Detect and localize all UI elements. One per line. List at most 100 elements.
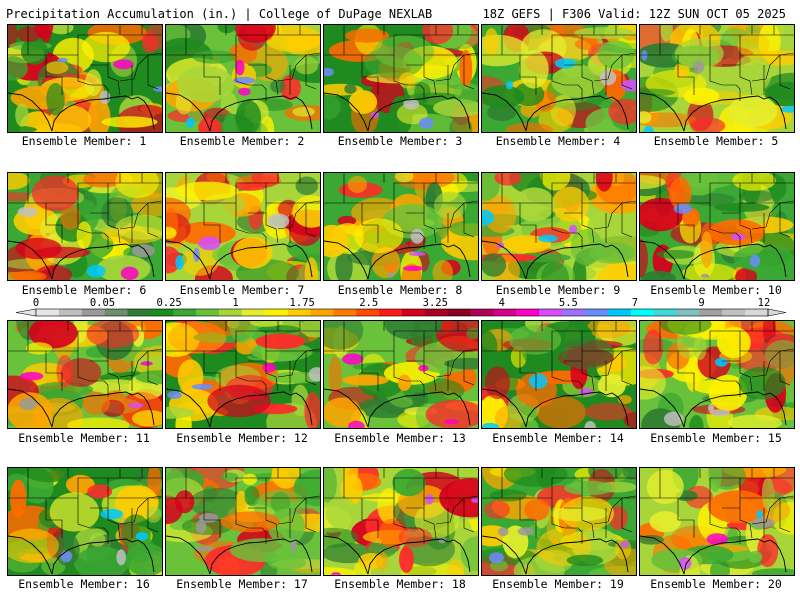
colorbar-swatch <box>607 309 632 316</box>
precip-map <box>324 468 478 575</box>
colorbar-swatch <box>493 309 517 316</box>
run-valid-time: 18Z GEFS | F306 Valid: 12Z SUN OCT 05 20… <box>482 7 786 21</box>
precip-map <box>482 25 636 132</box>
colorbar-swatch <box>402 309 426 316</box>
colorbar-swatch <box>630 309 654 316</box>
colorbar-tick-label: 1 <box>232 297 238 309</box>
colorbar-swatch <box>356 309 380 316</box>
ensemble-member-label: Ensemble Member: 6 <box>21 283 147 297</box>
colorbar-swatch <box>150 309 174 316</box>
colorbar-tick-label: 3.25 <box>423 297 448 309</box>
colorbar-tick-label: 0 <box>33 297 39 309</box>
precip-map <box>482 468 636 575</box>
colorbar-swatch <box>241 309 266 316</box>
ensemble-member-label: Ensemble Member: 12 <box>176 431 308 445</box>
colorbar-tick-label: 5.5 <box>559 297 578 309</box>
colorbar-swatch <box>539 309 563 316</box>
colorbar-swatch <box>333 309 357 316</box>
ensemble-member-label: Ensemble Member: 17 <box>176 577 308 591</box>
ensemble-map-panel <box>481 467 637 576</box>
precip-map <box>324 25 478 132</box>
colorbar-swatch <box>653 309 677 316</box>
ensemble-member-label: Ensemble Member: 20 <box>650 577 782 591</box>
precip-map <box>8 321 162 428</box>
colorbar-swatch <box>36 309 60 316</box>
colorbar-tick-label: 9 <box>698 297 704 309</box>
ensemble-member-label: Ensemble Member: 13 <box>334 431 466 445</box>
ensemble-map-panel <box>7 172 163 281</box>
colorbar-swatch <box>264 309 288 316</box>
colorbar-swatch <box>470 309 494 316</box>
precip-map <box>482 173 636 280</box>
colorbar-swatch <box>447 309 471 316</box>
precip-map <box>166 468 320 575</box>
ensemble-member-label: Ensemble Member: 7 <box>179 283 305 297</box>
ensemble-map-panel <box>639 467 795 576</box>
precip-map <box>324 173 478 280</box>
ensemble-member-label: Ensemble Member: 1 <box>21 134 147 148</box>
ensemble-member-label: Ensemble Member: 19 <box>492 577 624 591</box>
precip-map <box>166 25 320 132</box>
ensemble-map-panel <box>323 172 479 281</box>
ensemble-member-label: Ensemble Member: 2 <box>179 134 305 148</box>
colorbar-swatch <box>287 309 311 316</box>
ensemble-map-panel <box>7 467 163 576</box>
colorbar-swatch <box>585 309 609 316</box>
colorbar-swatch <box>81 309 105 316</box>
colorbar-swatch <box>676 309 700 316</box>
ensemble-member-label: Ensemble Member: 8 <box>337 283 463 297</box>
ensemble-member-label: Ensemble Member: 11 <box>18 431 150 445</box>
colorbar-swatch <box>58 309 83 316</box>
colorbar-swatch <box>219 309 243 316</box>
colorbar-svg: 0 0.05 0.25 1 1.75 2.5 3.25 4 5.5 7 9 12 <box>15 297 787 317</box>
colorbar-tick-label: 7 <box>632 297 638 309</box>
colorbar-tick-label: 0.25 <box>156 297 181 309</box>
precip-map <box>8 468 162 575</box>
colorbar-tick-label: 2.5 <box>359 297 378 309</box>
precip-map <box>640 468 794 575</box>
ensemble-map-panel <box>639 24 795 133</box>
ensemble-map-panel <box>323 467 479 576</box>
ensemble-member-label: Ensemble Member: 10 <box>650 283 782 297</box>
precip-map <box>8 25 162 132</box>
ensemble-map-panel <box>323 24 479 133</box>
ensemble-map-panel <box>481 24 637 133</box>
colorbar-tick-label: 0.05 <box>90 297 115 309</box>
precip-map <box>640 173 794 280</box>
colorbar-swatch <box>722 309 746 316</box>
colorbar-swatch <box>310 309 334 316</box>
precip-map <box>166 173 320 280</box>
ensemble-member-label: Ensemble Member: 16 <box>18 577 150 591</box>
colorbar-legend: 0 0.05 0.25 1 1.75 2.5 3.25 4 5.5 7 9 12 <box>0 296 800 320</box>
ensemble-member-label: Ensemble Member: 9 <box>495 283 621 297</box>
ensemble-member-label: Ensemble Member: 3 <box>337 134 463 148</box>
colorbar-max-arrow <box>767 308 787 317</box>
colorbar-min-arrow <box>15 308 37 317</box>
ensemble-map-panel <box>639 172 795 281</box>
ensemble-map-panel <box>481 172 637 281</box>
ensemble-map-panel <box>7 24 163 133</box>
colorbar-swatch <box>173 309 197 316</box>
precip-map <box>324 321 478 428</box>
ensemble-member-label: Ensemble Member: 4 <box>495 134 621 148</box>
chart-title: Precipitation Accumulation (in.) | Colle… <box>6 7 433 21</box>
precip-map <box>482 321 636 428</box>
colorbar-swatch <box>196 309 220 316</box>
ensemble-map-panel <box>165 172 321 281</box>
ensemble-map-panel <box>165 467 321 576</box>
precip-map <box>640 321 794 428</box>
ensemble-map-panel <box>7 320 163 429</box>
ensemble-map-panel <box>639 320 795 429</box>
ensemble-member-label: Ensemble Member: 15 <box>650 431 782 445</box>
colorbar-swatch <box>424 309 449 316</box>
ensemble-map-panel <box>323 320 479 429</box>
colorbar-swatch <box>562 309 586 316</box>
precip-map <box>8 173 162 280</box>
ensemble-map-panel <box>481 320 637 429</box>
ensemble-member-label: Ensemble Member: 14 <box>492 431 624 445</box>
precip-map <box>166 321 320 428</box>
ensemble-map-panel <box>165 320 321 429</box>
colorbar-swatch <box>745 309 769 316</box>
colorbar-swatch <box>104 309 128 316</box>
colorbar-tick-label: 4 <box>499 297 505 309</box>
